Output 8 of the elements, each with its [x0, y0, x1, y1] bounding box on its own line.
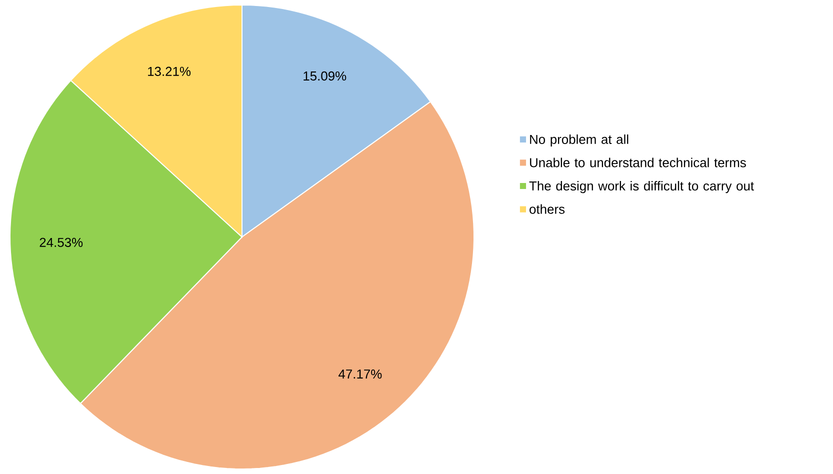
legend-label: others	[530, 204, 565, 214]
data-label: 24.53%	[40, 238, 83, 247]
data-label: 15.09%	[304, 71, 346, 81]
legend-label: No problem at all	[530, 134, 628, 147]
legend-label: The design work is difficult to carry out	[529, 181, 754, 194]
data-label: 47.17%	[338, 370, 382, 379]
legend-label: Unable to understand technical terms	[530, 158, 746, 168]
data-label: 13.21%	[148, 66, 191, 76]
